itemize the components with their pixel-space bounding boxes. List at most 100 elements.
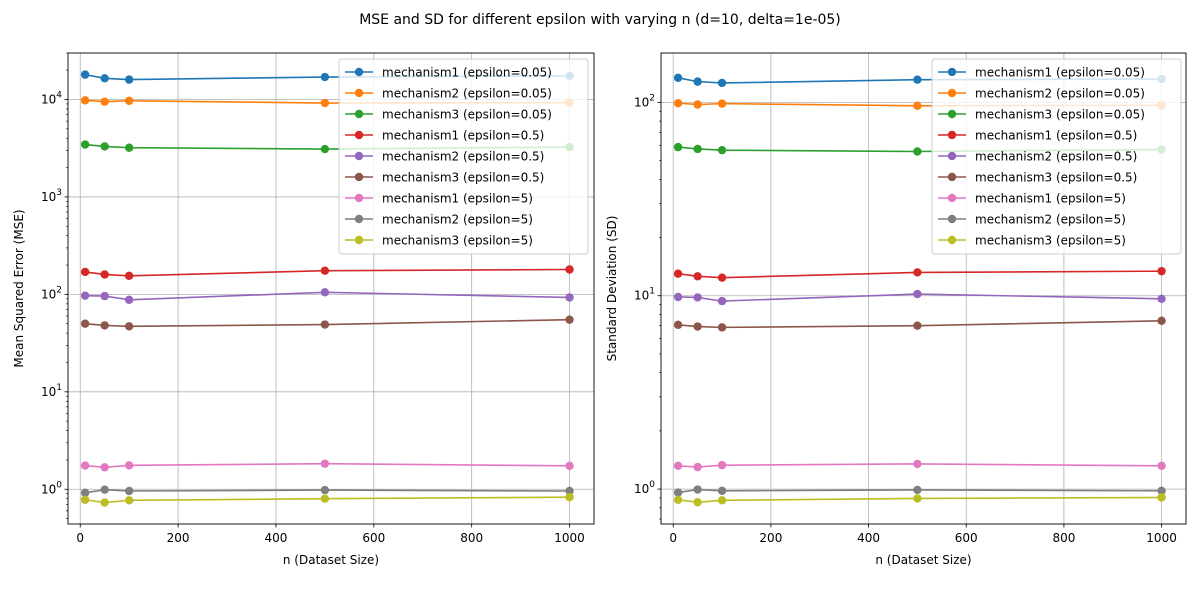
data-point — [717, 78, 727, 88]
y-axis-label: Standard Deviation (SD) — [605, 216, 619, 362]
data-point — [124, 295, 134, 304]
legend-label: mechanism1 (epsilon=5) — [975, 192, 1126, 206]
data-point — [124, 496, 134, 505]
sd-chart: 0 200 400 600 800 1000 100 101 102 n (Dataset Siz… — [605, 52, 1187, 567]
data-point — [80, 70, 90, 79]
data-point — [100, 291, 109, 301]
data-point — [673, 269, 683, 278]
data-point — [1157, 461, 1166, 470]
data-point — [693, 322, 702, 331]
y-tick-label: 101 — [634, 287, 655, 303]
data-point — [717, 273, 727, 282]
data-point — [100, 74, 109, 83]
figure-suptitle: MSE and SD for different epsilon with va… — [359, 12, 841, 28]
y-tick-label: 100 — [41, 480, 62, 496]
data-point — [693, 272, 702, 281]
legend-item: mechanism2 (epsilon=5) — [938, 213, 1126, 227]
legend-label: mechanism3 (epsilon=0.5) — [975, 171, 1137, 185]
data-point — [124, 322, 134, 331]
data-point — [80, 319, 90, 328]
legend-item: mechanism2 (epsilon=0.5) — [345, 150, 544, 164]
data-point — [320, 98, 330, 108]
x-tick-label: 600 — [955, 531, 978, 545]
legend-swatch-marker — [354, 214, 364, 224]
legend-swatch-marker — [947, 67, 957, 77]
data-point — [565, 492, 574, 502]
legend-label: mechanism3 (epsilon=0.05) — [975, 108, 1145, 122]
data-point — [320, 144, 330, 154]
x-tick-label: 1000 — [554, 531, 585, 545]
data-point — [693, 462, 702, 472]
legend-swatch-marker — [354, 67, 364, 77]
legend-label: mechanism1 (epsilon=0.5) — [975, 129, 1137, 143]
x-axis-label: n (Dataset Size) — [875, 553, 971, 567]
data-point — [1157, 486, 1166, 496]
legend-item: mechanism3 (epsilon=5) — [938, 234, 1126, 248]
data-point — [80, 140, 90, 149]
data-point — [673, 320, 683, 330]
data-point — [124, 486, 134, 496]
data-point — [124, 75, 134, 84]
data-point — [693, 485, 702, 494]
legend: mechanism1 (epsilon=0.05) mechanism2 (eps… — [338, 58, 589, 255]
legend-item: mechanism2 (epsilon=0.05) — [938, 87, 1145, 101]
data-point — [124, 461, 134, 470]
data-point — [1157, 266, 1166, 276]
legend-label: mechanism2 (epsilon=0.5) — [382, 150, 544, 164]
axes-frame — [67, 52, 595, 525]
data-point — [717, 496, 727, 505]
data-point — [80, 291, 90, 300]
y-tick-label: 102 — [634, 93, 655, 109]
data-point — [100, 270, 109, 279]
legend-swatch-marker — [354, 130, 364, 140]
data-point — [673, 495, 683, 505]
data-point — [673, 488, 683, 497]
legend-swatch-marker — [354, 151, 364, 161]
data-point — [1157, 316, 1166, 325]
data-point — [80, 488, 90, 497]
data-point — [100, 97, 109, 106]
data-point — [717, 296, 727, 306]
data-point — [1157, 493, 1166, 502]
axes-frame — [660, 52, 1187, 525]
data-point — [100, 485, 109, 494]
data-point — [717, 460, 727, 470]
x-tick-label: 800 — [460, 531, 483, 545]
x-tick-label: 0 — [76, 531, 84, 545]
legend-label: mechanism1 (epsilon=0.05) — [975, 66, 1145, 80]
legend-swatch-marker — [947, 109, 957, 119]
legend-label: mechanism2 (epsilon=0.05) — [975, 87, 1145, 101]
legend-item: mechanism1 (epsilon=0.5) — [345, 129, 544, 143]
data-point — [320, 266, 330, 275]
legend-item: mechanism3 (epsilon=0.5) — [345, 171, 544, 185]
legend-label: mechanism3 (epsilon=5) — [382, 234, 533, 248]
data-point — [913, 268, 922, 277]
data-point — [673, 99, 683, 108]
data-point — [100, 463, 109, 472]
data-point — [80, 96, 90, 105]
data-point — [565, 486, 574, 496]
legend-label: mechanism3 (epsilon=0.5) — [382, 171, 544, 185]
legend-label: mechanism2 (epsilon=5) — [382, 213, 533, 227]
data-point — [320, 485, 330, 495]
legend-item: mechanism3 (epsilon=0.5) — [938, 171, 1137, 185]
y-tick-label: 100 — [634, 480, 655, 496]
legend-box — [338, 58, 589, 255]
legend: mechanism1 (epsilon=0.05) mechanism2 (eps… — [931, 58, 1182, 255]
legend-swatch-marker — [947, 151, 957, 161]
y-axis-label: Mean Squared Error (MSE) — [12, 209, 26, 367]
legend-label: mechanism2 (epsilon=0.5) — [975, 150, 1137, 164]
legend-label: mechanism3 (epsilon=5) — [975, 234, 1126, 248]
data-point — [913, 494, 922, 503]
legend-label: mechanism1 (epsilon=5) — [382, 192, 533, 206]
data-point — [717, 486, 727, 496]
data-point — [913, 321, 922, 330]
data-point — [717, 99, 727, 108]
legend-label: mechanism2 (epsilon=0.05) — [382, 87, 552, 101]
data-point — [717, 323, 727, 332]
legend-item: mechanism2 (epsilon=5) — [345, 213, 533, 227]
legend-label: mechanism1 (epsilon=0.5) — [382, 129, 544, 143]
legend-label: mechanism3 (epsilon=0.05) — [382, 108, 552, 122]
legend-label: mechanism2 (epsilon=5) — [975, 213, 1126, 227]
data-point — [320, 72, 330, 82]
